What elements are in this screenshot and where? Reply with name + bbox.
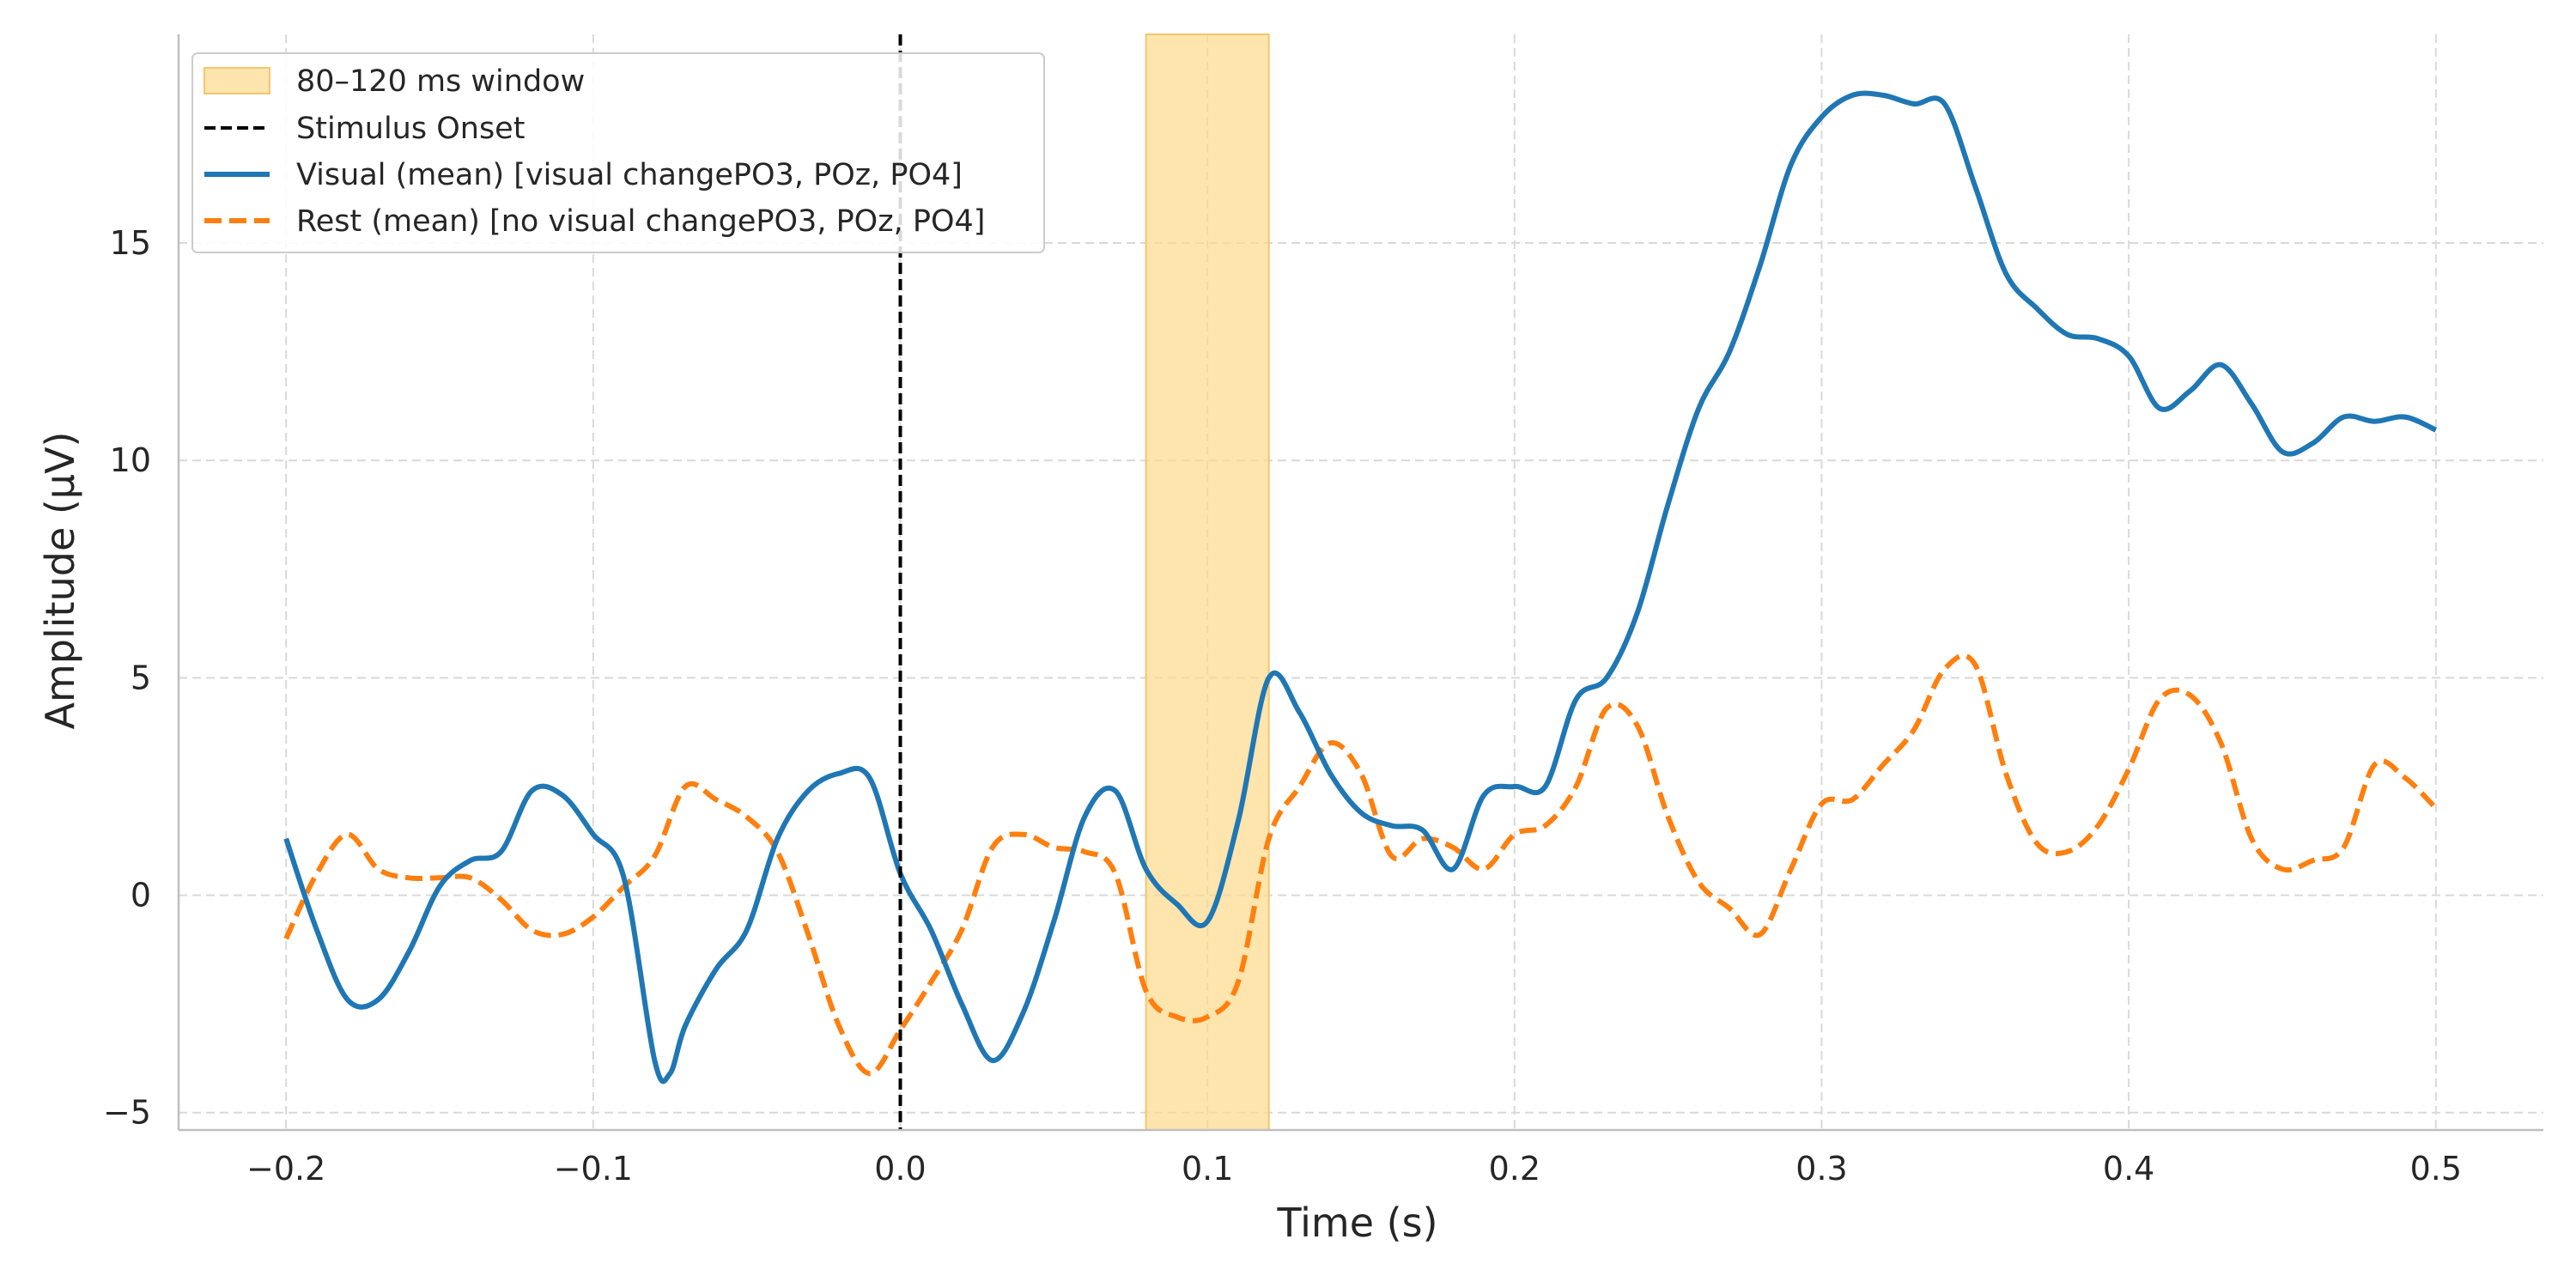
series-rest-line bbox=[283, 653, 2438, 1077]
legend-window-swatch bbox=[204, 67, 270, 94]
legend: 80–120 ms window Stimulus Onset Visual (… bbox=[191, 52, 1045, 253]
x-axis-label: Time (s) bbox=[1276, 1200, 1437, 1246]
time-window-band bbox=[1145, 33, 1270, 1131]
legend-frame bbox=[191, 52, 1045, 253]
legend-visual-label: Visual (mean) [visual changePO3, POz, PO… bbox=[296, 158, 963, 192]
axes bbox=[177, 34, 2543, 1132]
y-axis-label: Amplitude (µV) bbox=[37, 432, 83, 730]
series-visual-line bbox=[283, 90, 2438, 1084]
y-tick-label: −5 bbox=[103, 1094, 151, 1132]
x-tick-label: −0.2 bbox=[246, 1150, 325, 1188]
x-tick-label: 0.3 bbox=[1795, 1150, 1847, 1188]
x-tick-label: 0.2 bbox=[1489, 1150, 1540, 1188]
y-tick-label: 5 bbox=[131, 659, 151, 696]
legend-window-label: 80–120 ms window bbox=[296, 64, 585, 99]
window-band-rect bbox=[1145, 33, 1270, 1131]
y-tick-label: 15 bbox=[110, 224, 151, 262]
y-tick-label: 0 bbox=[131, 877, 151, 914]
x-tick-label: 0.4 bbox=[2103, 1150, 2154, 1188]
tick-labels: −0.2 −0.1 0.0 0.1 0.2 0.3 0.4 0.5 −5 0 5 10 15 bbox=[103, 224, 2462, 1188]
x-tick-label: 0.1 bbox=[1182, 1150, 1233, 1188]
legend-onset-label: Stimulus Onset bbox=[296, 112, 525, 146]
series-lines bbox=[283, 90, 2438, 1084]
legend-rest-label: Rest (mean) [no visual changePO3, POz, P… bbox=[296, 204, 985, 239]
y-tick-label: 10 bbox=[110, 441, 151, 479]
x-tick-label: 0.5 bbox=[2410, 1150, 2462, 1188]
x-tick-label: 0.0 bbox=[874, 1150, 926, 1188]
x-tick-label: −0.1 bbox=[554, 1150, 633, 1188]
